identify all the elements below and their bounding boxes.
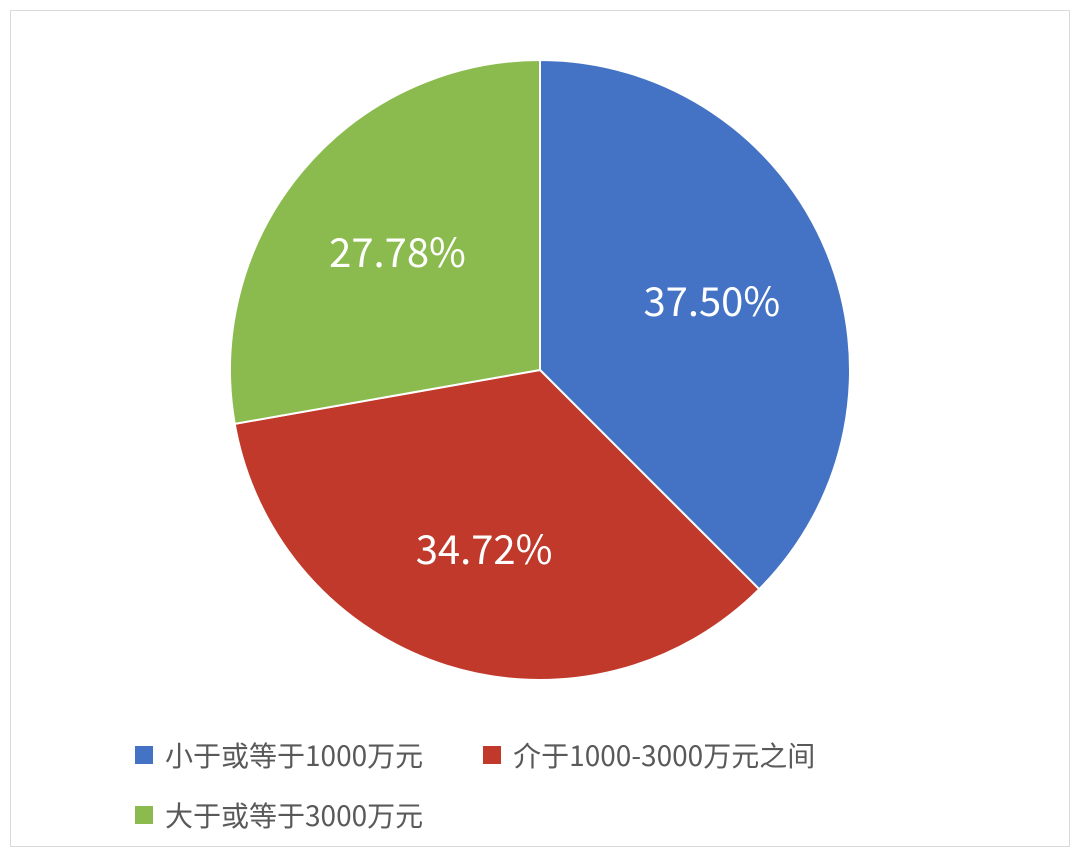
pie-slice-2 bbox=[230, 60, 540, 424]
legend-label-1: 介于1000-3000万元之间 bbox=[513, 735, 815, 775]
pie-chart: 37.50%34.72%27.78% bbox=[230, 60, 850, 680]
legend-swatch-1 bbox=[483, 746, 501, 764]
legend-label-2: 大于或等于3000万元 bbox=[165, 795, 423, 835]
legend-swatch-0 bbox=[135, 746, 153, 764]
legend-item-0: 小于或等于1000万元 bbox=[135, 735, 423, 775]
legend: 小于或等于1000万元 介于1000-3000万元之间大于或等于3000万元 bbox=[135, 735, 965, 835]
pie-svg bbox=[230, 60, 850, 680]
legend-swatch-2 bbox=[135, 806, 153, 824]
legend-label-0: 小于或等于1000万元 bbox=[165, 735, 423, 775]
legend-item-2: 大于或等于3000万元 bbox=[135, 795, 423, 835]
legend-item-1: 介于1000-3000万元之间 bbox=[483, 735, 815, 775]
